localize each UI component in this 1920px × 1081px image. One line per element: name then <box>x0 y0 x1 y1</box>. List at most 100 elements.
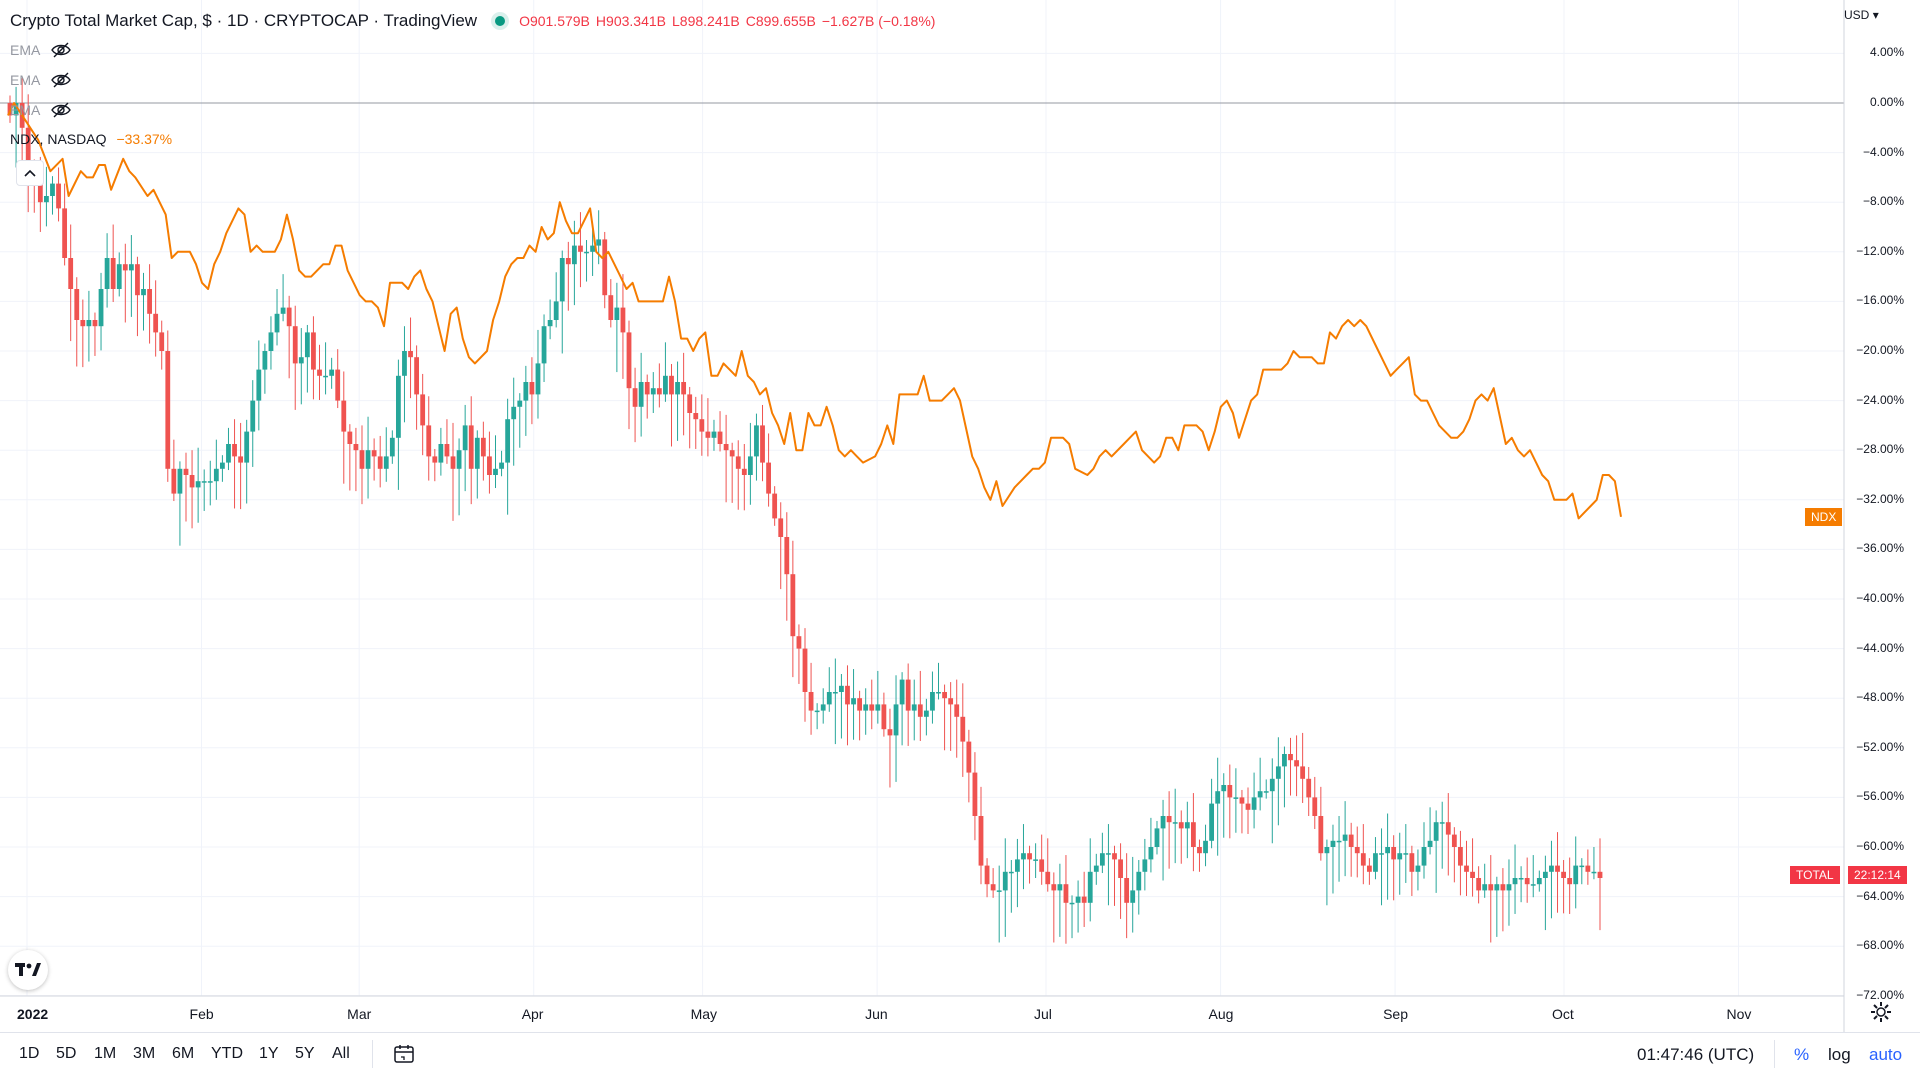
collapse-legend-button[interactable] <box>16 160 44 186</box>
range-button-all[interactable]: All <box>332 1045 350 1062</box>
candle-body <box>717 431 723 444</box>
range-button-6m[interactable]: 6M <box>172 1045 195 1062</box>
candle-body <box>972 772 978 816</box>
indicator-ema-3[interactable]: EMA <box>10 99 72 121</box>
candle-body <box>244 431 250 463</box>
candle-body <box>1470 871 1475 878</box>
tv-logo-icon <box>15 963 41 976</box>
candle-body <box>1476 878 1482 891</box>
candle-body <box>875 704 881 711</box>
range-button-5y[interactable]: 5Y <box>295 1045 315 1062</box>
candle-body <box>608 295 614 320</box>
candle-body <box>86 320 92 327</box>
log-scale-toggle[interactable]: log <box>1828 1045 1851 1064</box>
price-tick-label: −60.00% <box>1856 839 1904 853</box>
indicator-ema-1[interactable]: EMA <box>10 39 72 61</box>
candle-body <box>353 444 359 451</box>
candle-body <box>820 704 826 711</box>
candle-body <box>1190 822 1196 847</box>
market-status-icon[interactable] <box>495 16 506 26</box>
candle-body <box>808 692 814 711</box>
range-button-5d[interactable]: 5D <box>56 1045 77 1062</box>
candle-body <box>899 679 905 705</box>
candle-body <box>456 450 462 469</box>
range-button-1d[interactable]: 1D <box>19 1045 40 1062</box>
gear-icon[interactable] <box>1870 1001 1892 1023</box>
candle-body <box>814 710 820 713</box>
candle-body <box>687 394 693 413</box>
range-button-3m[interactable]: 3M <box>133 1045 156 1062</box>
price-tick-label: −72.00% <box>1856 987 1904 1002</box>
candle-body <box>474 437 480 469</box>
candle-body <box>1391 847 1397 860</box>
candle-body <box>1118 859 1123 878</box>
eye-off-icon[interactable] <box>50 101 72 119</box>
indicator-label: EMA <box>10 72 41 88</box>
price-tick-label: −68.00% <box>1856 938 1904 953</box>
candle-body <box>1112 853 1117 860</box>
candle-body <box>681 382 687 395</box>
candle-body <box>329 369 335 376</box>
candle-body <box>1178 822 1184 829</box>
range-button-1y[interactable]: 1Y <box>259 1045 279 1062</box>
candle-body <box>280 307 286 314</box>
candle-body <box>1203 840 1208 854</box>
compare-legend-ndx[interactable]: NDX, NASDAQ −33.37% <box>10 131 172 147</box>
candle-body <box>1555 865 1560 872</box>
currency-selector[interactable]: USD ▾ <box>1844 8 1879 22</box>
candle-body <box>644 382 650 395</box>
candle-body <box>1530 884 1536 886</box>
range-button-1m[interactable]: 1M <box>94 1045 117 1062</box>
candle-body <box>857 698 863 711</box>
candle-body <box>1051 884 1057 891</box>
candle-body <box>529 382 535 395</box>
candle-body <box>304 332 310 358</box>
candle-body <box>1567 878 1573 885</box>
candle-body <box>784 537 790 575</box>
candle-body <box>1330 840 1336 847</box>
candle-body <box>1148 847 1154 860</box>
candle-body <box>1445 822 1451 835</box>
candle-body <box>626 332 632 389</box>
candle-body <box>1251 797 1257 810</box>
candle-body <box>1597 871 1603 878</box>
candle-body <box>128 264 134 271</box>
candle-body <box>493 468 498 475</box>
range-button-ytd[interactable]: YTD <box>211 1045 243 1062</box>
candle-body <box>335 369 341 401</box>
candle-body <box>1312 797 1318 816</box>
candle-body <box>402 351 407 376</box>
time-tick-label: Aug <box>1208 1006 1234 1022</box>
candle-body <box>238 456 244 463</box>
candle-body <box>881 704 887 730</box>
candle-body <box>650 388 656 395</box>
utc-clock[interactable]: 01:47:46 (UTC) <box>1637 1045 1755 1064</box>
candle-body <box>480 437 486 457</box>
percent-scale-toggle[interactable]: % <box>1794 1045 1810 1064</box>
candle-body <box>1087 871 1093 903</box>
compare-change: −33.37% <box>116 131 173 147</box>
candle-body <box>444 444 450 457</box>
candle-body <box>1415 865 1421 872</box>
chart-grid <box>0 0 1844 997</box>
auto-scale-toggle[interactable]: auto <box>1869 1045 1903 1064</box>
candle-body <box>571 245 577 265</box>
candle-body <box>395 375 401 438</box>
indicator-ema-2[interactable]: EMA <box>10 69 72 91</box>
candle-body <box>772 493 778 519</box>
tradingview-logo[interactable] <box>8 950 48 990</box>
price-tick-label: −64.00% <box>1856 888 1904 903</box>
go-to-date-icon[interactable] <box>393 1044 415 1064</box>
candle-body <box>371 450 377 457</box>
eye-off-icon[interactable] <box>50 71 72 89</box>
candle-body <box>1099 853 1105 866</box>
symbol-title[interactable]: Crypto Total Market Cap, $ · 1D · CRYPTO… <box>10 11 478 30</box>
candle-body <box>511 406 517 420</box>
candle-body <box>1221 785 1227 792</box>
candle-body <box>778 518 784 537</box>
ohlc-low: L898.241B <box>671 13 740 29</box>
candle-body <box>1227 785 1233 798</box>
eye-off-icon[interactable] <box>50 41 72 59</box>
candle-body <box>1591 871 1597 874</box>
